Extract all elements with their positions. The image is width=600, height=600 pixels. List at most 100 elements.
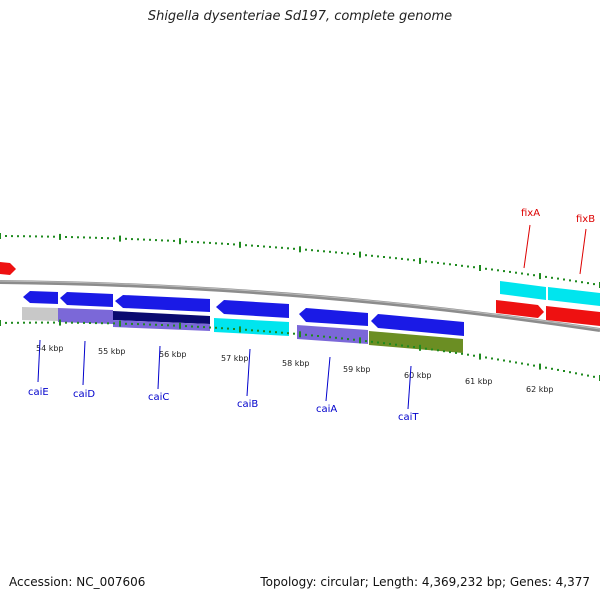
minor-tick (251, 244, 253, 247)
minor-tick (353, 253, 355, 255)
label-caiE[interactable]: caiE (28, 387, 49, 398)
feature-olive-caiT[interactable] (369, 331, 463, 353)
minor-tick (347, 252, 349, 255)
label-caiT[interactable]: caiT (398, 412, 419, 423)
gene-caiC[interactable] (115, 295, 210, 312)
minor-tick (41, 235, 43, 238)
gene-red-fix-2[interactable] (546, 306, 600, 326)
minor-tick (23, 321, 25, 324)
minor-tick (563, 278, 565, 281)
minor-tick (593, 283, 595, 286)
minor-tick (395, 257, 397, 260)
gene-caiB[interactable] (216, 300, 289, 318)
minor-tick (227, 327, 229, 330)
label-fixB[interactable]: fixB (576, 214, 595, 225)
minor-tick (131, 322, 133, 325)
minor-tick (215, 326, 217, 329)
minor-tick (53, 321, 55, 324)
minor-tick (467, 353, 469, 356)
minor-tick (353, 338, 355, 341)
minor-tick (29, 321, 31, 324)
minor-tick (77, 236, 79, 239)
label-caiC[interactable]: caiC (148, 392, 169, 403)
minor-tick (95, 236, 97, 239)
minor-tick (407, 258, 409, 261)
minor-tick (53, 235, 55, 238)
minor-tick (293, 247, 295, 250)
minor-tick (563, 370, 565, 372)
leader-caiE (37, 339, 41, 383)
gene-caiE[interactable] (23, 291, 58, 304)
minor-tick (569, 279, 571, 282)
minor-tick (263, 245, 265, 248)
gene-caiD[interactable] (60, 292, 113, 307)
minor-tick (551, 367, 553, 370)
major-tick (299, 246, 301, 253)
gene-fixB[interactable] (548, 287, 600, 306)
label-caiD[interactable]: caiD (73, 389, 95, 400)
gene-partial-red-left[interactable] (0, 262, 16, 275)
minor-tick (17, 235, 19, 238)
scale-label: 57 kbp (221, 354, 249, 363)
minor-tick (527, 273, 529, 276)
minor-tick (431, 261, 433, 264)
minor-tick (185, 325, 187, 328)
gene-labels: caiE caiD caiC caiB caiA caiT fixA fixB (28, 208, 595, 423)
minor-tick (515, 361, 517, 364)
minor-tick (89, 236, 91, 239)
minor-tick (197, 325, 199, 328)
gene-caiT[interactable] (371, 314, 464, 336)
minor-tick (581, 373, 583, 376)
feature-grey[interactable] (22, 307, 58, 321)
minor-tick (101, 322, 103, 325)
gene-fixA[interactable] (500, 281, 546, 300)
minor-tick (545, 366, 547, 369)
minor-tick (545, 275, 547, 278)
minor-tick (407, 345, 409, 348)
minor-tick (473, 266, 475, 269)
minor-tick (323, 250, 325, 253)
major-tick (359, 251, 361, 258)
minor-tick (287, 332, 289, 335)
minor-tick (149, 238, 151, 241)
minor-tick (83, 236, 85, 239)
feature-lavender-1[interactable] (58, 308, 113, 324)
minor-tick (47, 321, 49, 324)
label-caiA[interactable]: caiA (316, 404, 337, 415)
minor-tick (317, 335, 319, 337)
minor-tick (197, 241, 199, 244)
minor-tick (293, 332, 295, 335)
major-tick (0, 320, 1, 326)
feature-cyan-caiB[interactable] (214, 318, 289, 336)
gene-caiA[interactable] (299, 308, 368, 326)
minor-tick (335, 336, 337, 339)
minor-tick (17, 321, 19, 324)
minor-tick (311, 334, 313, 337)
feature-lavender-caiA[interactable] (297, 325, 368, 344)
minor-tick (305, 248, 307, 251)
forward-strand-genes (0, 262, 600, 336)
minor-tick (509, 270, 511, 273)
minor-tick (137, 238, 139, 241)
minor-tick (35, 321, 37, 324)
minor-tick (587, 282, 589, 285)
label-caiB[interactable]: caiB (237, 399, 258, 410)
minor-tick (413, 259, 415, 262)
minor-tick (185, 240, 187, 243)
minor-tick (329, 250, 331, 253)
minor-tick (491, 268, 493, 271)
feature-navy[interactable] (113, 311, 210, 324)
label-fixA[interactable]: fixA (521, 208, 540, 219)
scale-label: 59 kbp (343, 365, 371, 374)
minor-tick (437, 349, 439, 352)
minor-tick (473, 354, 475, 357)
minor-tick (113, 237, 115, 240)
minor-tick (377, 255, 379, 258)
minor-tick (11, 321, 13, 324)
minor-tick (593, 375, 595, 378)
major-tick (179, 238, 181, 245)
gene-red-fix-1[interactable] (496, 300, 544, 318)
minor-tick (71, 321, 73, 324)
minor-tick (533, 274, 535, 277)
